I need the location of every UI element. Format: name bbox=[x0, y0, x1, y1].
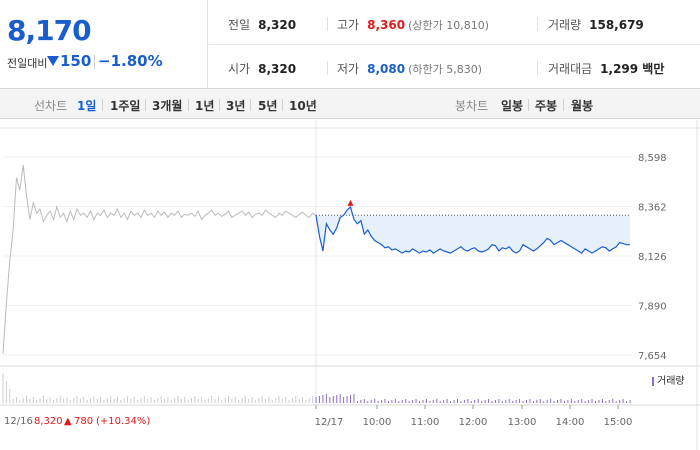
divider bbox=[250, 99, 251, 111]
x-tick-label: 13:00 bbox=[508, 417, 537, 428]
candle-daily[interactable]: 일봉 bbox=[501, 99, 524, 113]
divider bbox=[94, 55, 95, 69]
y-tick-label: 7,890 bbox=[638, 302, 667, 313]
divider bbox=[219, 99, 220, 111]
stat-turnover: 거래대금 1,299 백만 bbox=[548, 60, 664, 77]
prev-day-date: 12/16 bbox=[4, 416, 33, 427]
divider bbox=[188, 99, 189, 111]
volume-legend-label: 거래량 bbox=[657, 376, 685, 387]
chart-toolbar: 선차트 1일 1주일 3개월 1년 3년 5년 10년 봉차트 일봉 주봉 월봉 bbox=[0, 89, 700, 119]
y-tick-label: 8,362 bbox=[638, 203, 667, 214]
x-tick-label: 14:00 bbox=[556, 417, 585, 428]
today-series-line bbox=[315, 205, 630, 254]
down-triangle-icon bbox=[47, 56, 59, 66]
stat-prev-close: 전일 8,320 bbox=[228, 16, 296, 33]
change-value: 150 bbox=[60, 52, 92, 70]
divider bbox=[282, 99, 283, 111]
divider bbox=[145, 99, 146, 111]
period-5year[interactable]: 5년 bbox=[258, 99, 278, 113]
stat-label: 시가 bbox=[228, 62, 251, 76]
volume-legend: 거래량 bbox=[652, 372, 685, 387]
stat-value: 8,320 bbox=[258, 18, 297, 32]
line-chart-label: 선차트 bbox=[34, 99, 68, 113]
quote-header: 8,170 전일대비 150 −1.80% 전일 8,320 고가 8,360 (상한… bbox=[0, 0, 700, 89]
y-tick-label: 8,126 bbox=[638, 252, 667, 263]
price-chart: 8,598 8,362 8,126 7,890 7,654 12/17 10:00 11:0… bbox=[0, 120, 700, 450]
stat-low: 저가 8,080 (하한가 5,830) bbox=[337, 60, 482, 77]
price-panel: 8,170 전일대비 150 −1.80% bbox=[0, 0, 208, 89]
stat-volume: 거래량 158,679 bbox=[548, 16, 644, 33]
period-3year[interactable]: 3년 bbox=[226, 99, 246, 113]
chart-canvas: 8,598 8,362 8,126 7,890 7,654 12/17 10:00 11:0… bbox=[0, 120, 700, 450]
stat-label: 거래량 bbox=[548, 18, 582, 32]
prev-day-change: 780 bbox=[74, 416, 94, 427]
candle-chart-label: 봉차트 bbox=[455, 99, 489, 113]
stat-label: 전일 bbox=[228, 18, 251, 32]
y-tick-label: 7,654 bbox=[638, 351, 667, 362]
x-tick-label: 12:00 bbox=[459, 417, 488, 428]
stat-sub: (상한가 10,810) bbox=[408, 19, 489, 32]
stat-value: 1,299 백만 bbox=[600, 62, 665, 76]
prev-day-series-line bbox=[2, 164, 317, 354]
prev-day-change-pct: (+10.34%) bbox=[96, 416, 151, 427]
period-10year[interactable]: 10년 bbox=[289, 99, 317, 113]
stat-label: 저가 bbox=[337, 62, 360, 76]
period-1week[interactable]: 1주일 bbox=[110, 99, 141, 113]
high-marker-icon bbox=[347, 199, 354, 206]
divider bbox=[563, 99, 564, 111]
divider bbox=[102, 99, 103, 111]
x-tick-label: 10:00 bbox=[363, 417, 392, 428]
stat-label: 고가 bbox=[337, 18, 360, 32]
prev-day-close: 8,320 bbox=[34, 416, 63, 427]
period-1day[interactable]: 1일 bbox=[77, 99, 97, 113]
change-label: 전일대비 bbox=[7, 57, 48, 70]
divider bbox=[327, 61, 328, 75]
stat-high: 고가 8,360 (상한가 10,810) bbox=[337, 16, 489, 33]
divider bbox=[528, 99, 529, 111]
divider bbox=[327, 17, 328, 31]
volume-legend-swatch bbox=[652, 376, 654, 386]
stat-value: 8,080 bbox=[367, 62, 406, 76]
stat-sub: (하한가 5,830) bbox=[408, 63, 482, 76]
x-tick-label: 12/17 bbox=[315, 417, 344, 428]
up-triangle-icon: ▲ bbox=[64, 416, 72, 427]
current-price: 8,170 bbox=[7, 14, 92, 47]
divider bbox=[209, 44, 700, 45]
stat-value: 158,679 bbox=[589, 18, 644, 32]
stat-value: 8,320 bbox=[258, 62, 297, 76]
period-3month[interactable]: 3개월 bbox=[152, 99, 183, 113]
stat-open: 시가 8,320 bbox=[228, 60, 296, 77]
candle-monthly[interactable]: 월봉 bbox=[571, 99, 594, 113]
y-tick-label: 8,598 bbox=[638, 153, 667, 164]
period-1year[interactable]: 1년 bbox=[195, 99, 215, 113]
x-tick-label: 15:00 bbox=[604, 417, 633, 428]
divider bbox=[537, 61, 538, 75]
stat-label: 거래대금 bbox=[548, 62, 593, 76]
candle-weekly[interactable]: 주봉 bbox=[535, 99, 558, 113]
x-tick-label: 11:00 bbox=[411, 417, 440, 428]
change-percent: −1.80% bbox=[98, 52, 163, 70]
stat-value: 8,360 bbox=[367, 18, 406, 32]
divider bbox=[537, 17, 538, 31]
